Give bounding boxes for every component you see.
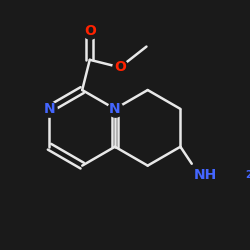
Text: O: O	[114, 60, 126, 74]
Text: NH: NH	[194, 168, 217, 182]
Text: N: N	[44, 102, 55, 116]
Text: O: O	[84, 24, 96, 38]
Text: N: N	[109, 102, 121, 116]
Text: 2: 2	[246, 170, 250, 180]
